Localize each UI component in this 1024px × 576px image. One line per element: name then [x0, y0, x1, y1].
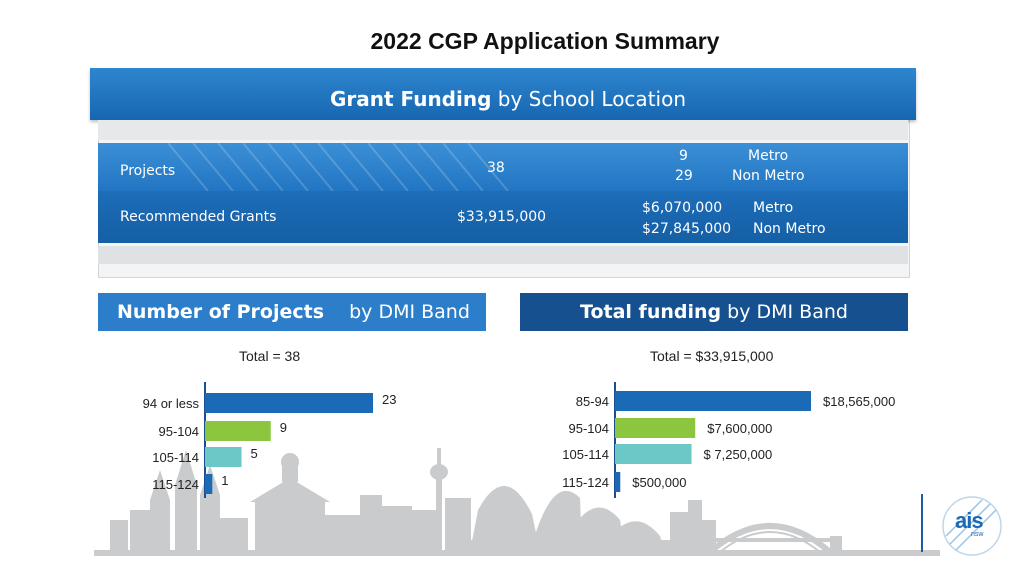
projects-metro-label: Metro	[748, 148, 789, 164]
funding-header-rest: by DMI Band	[727, 301, 848, 323]
category-label-3: 105-114	[562, 447, 609, 462]
value-label-1: 23	[382, 392, 396, 407]
bar-4	[205, 474, 213, 494]
projects-total-label: Total = 38	[239, 348, 301, 364]
grant-funding-spacer	[98, 120, 908, 140]
projects-metro-value: 9	[679, 148, 688, 164]
category-label-4: 115-124	[152, 477, 199, 492]
funding-bar-chart: 85-94 $18,565,000 95-104 $7,600,000 105-114 $…	[562, 382, 895, 498]
grants-label: Recommended Grants	[120, 209, 277, 225]
funding-section-header: Total funding by DMI Band	[520, 293, 908, 331]
category-label-4: 115-124	[562, 475, 609, 490]
grant-funding-title: Grant Funding by School Location	[330, 87, 686, 111]
projects-total: 38	[487, 160, 505, 176]
grants-total: $33,915,000	[457, 209, 547, 225]
projects-bar-chart: 94 or less 23 95-104 9 105-114 5 115-124 1	[143, 382, 396, 498]
grant-funding-banner: Grant Funding by School Location	[90, 68, 916, 120]
grant-funding-panel: Grant Funding by School Location	[90, 68, 916, 278]
grants-metro-label: Metro	[753, 200, 794, 216]
projects-header-rest: by DMI Band	[349, 301, 470, 323]
category-label-3: 105-114	[152, 450, 199, 465]
ais-logo-icon	[942, 496, 1002, 556]
projects-nonmetro-value: 29	[675, 168, 693, 184]
category-label-2: 95-104	[569, 421, 609, 436]
bar-2	[205, 421, 271, 441]
value-label-2: 9	[280, 420, 287, 435]
grant-funding-footer	[98, 246, 908, 264]
bar-3	[205, 447, 242, 467]
funding-total-label: Total = $33,915,000	[650, 348, 774, 364]
grants-nonmetro-label: Non Metro	[753, 221, 826, 237]
projects-nonmetro-label: Non Metro	[732, 168, 805, 184]
grant-funding-title-rest: by School Location	[497, 87, 686, 111]
grants-metro-value: $6,070,000	[642, 200, 723, 216]
category-label-2: 95-104	[159, 424, 199, 439]
bar-1	[205, 393, 373, 413]
projects-header-bold: Number of Projects	[117, 301, 325, 323]
projects-row	[98, 143, 908, 191]
stripe-decoration	[167, 143, 509, 191]
page-title: 2022 CGP Application Summary	[370, 28, 720, 54]
bar-4	[615, 472, 621, 492]
logo-divider	[921, 494, 923, 552]
grants-nonmetro-value: $27,845,000	[642, 221, 732, 237]
projects-section-header: Number of Projects by DMI Band	[98, 293, 486, 331]
value-label-3: $ 7,250,000	[704, 447, 773, 462]
grants-row	[98, 191, 908, 243]
logo-text: ais	[955, 508, 984, 533]
value-label-4: $500,000	[632, 475, 686, 490]
funding-header-bold: Total funding	[580, 301, 722, 323]
value-label-3: 5	[251, 446, 258, 461]
category-label-1: 85-94	[576, 394, 609, 409]
logo-subtext: nsw	[971, 531, 984, 538]
projects-label: Projects	[120, 163, 176, 179]
bar-3	[615, 444, 692, 464]
value-label-1: $18,565,000	[823, 394, 895, 409]
bar-2	[615, 418, 696, 438]
grant-funding-title-bold: Grant Funding	[330, 87, 492, 111]
bar-1	[615, 391, 811, 411]
value-label-2: $7,600,000	[707, 421, 772, 436]
city-skyline-illustration	[94, 448, 940, 556]
value-label-4: 1	[221, 473, 228, 488]
category-label-1: 94 or less	[143, 396, 200, 411]
